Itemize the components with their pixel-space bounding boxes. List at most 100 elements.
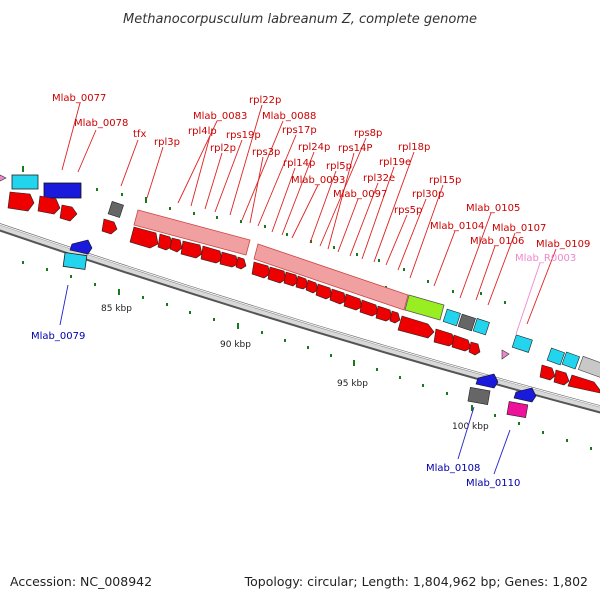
gene-label: rpl15p (429, 175, 461, 186)
gene-label: rps19p (226, 130, 261, 141)
gene-label: Mlab_0088 (262, 111, 316, 122)
forward-cds (343, 293, 363, 311)
gene-label: Mlab_0105 (466, 203, 520, 214)
reverse-features (62, 239, 537, 418)
forward-cds (219, 251, 239, 268)
highlight-block (404, 294, 445, 321)
gene-label: Mlab_0109 (536, 239, 590, 250)
gene-label: rpl30p (412, 189, 444, 200)
gene-label: rpl22p (249, 95, 281, 106)
pseudo-feature (467, 387, 491, 405)
top-labels: Mlab_0077 Mlab_0078 tfx rpl3p Mlab_0083 … (52, 93, 590, 264)
gene-label: rpl2p (210, 143, 236, 154)
gene-label: Mlab_0093 (291, 175, 345, 186)
gene-label: rps5p (394, 205, 422, 216)
forward-cds (200, 245, 223, 264)
accession-text: Accession: NC_008942 (10, 574, 153, 589)
forward-cds (305, 279, 319, 294)
forward-cds (375, 305, 393, 322)
map-title: Methanocorpusculum labreanum Z, complete… (123, 12, 477, 27)
gene-label: rpl18p (398, 142, 430, 153)
gene-label: rpl19e (379, 157, 411, 168)
gene-label: rps3p (252, 147, 280, 158)
reverse-cds (513, 387, 537, 403)
trna-feature (501, 349, 510, 360)
gene-label: rps14P (338, 143, 372, 154)
gene-label: Mlab_0078 (74, 118, 128, 129)
forward-cds (567, 374, 600, 394)
forward-cds (468, 341, 481, 356)
scale-label: 100 kbp (452, 422, 489, 432)
gene-label: tfx (133, 129, 146, 140)
pseudo-feature (577, 355, 600, 379)
forward-cds (101, 218, 118, 235)
reverse-cds (475, 373, 499, 389)
forward-cds (267, 266, 287, 284)
gene-label: Mlab_0083 (193, 111, 247, 122)
trna-feature (442, 308, 461, 327)
pseudo-feature (457, 313, 476, 332)
forward-cds (295, 275, 309, 290)
forward-cds (157, 233, 174, 251)
gene-label: rpl24p (298, 142, 330, 153)
scale-ticks (22, 261, 592, 450)
gene-label: Mlab_0108 (426, 463, 480, 474)
gene-label: rpl5p (326, 161, 352, 172)
gene-label: rpl14p (283, 158, 315, 169)
scale-label: 95 kbp (337, 379, 368, 389)
trna-feature (546, 347, 566, 366)
forward-cds (397, 315, 435, 339)
gene-label: Mlab_R0003 (515, 253, 576, 264)
forward-cds (129, 226, 159, 249)
trna-feature (62, 252, 88, 270)
forward-cds (37, 195, 61, 215)
trna-feature (0, 174, 7, 182)
gene-label: rpl4lp (188, 126, 217, 137)
forward-cds (433, 328, 456, 347)
forward-cds (180, 240, 203, 259)
forward-cds (359, 299, 379, 317)
gene-label: rpl3p (154, 137, 180, 148)
forward-cds (451, 334, 472, 352)
forward-cds (251, 261, 271, 279)
pseudo-feature (107, 201, 124, 218)
scale-label: 90 kbp (220, 340, 251, 350)
forward-cds (315, 283, 333, 300)
trna-feature (11, 174, 39, 190)
forward-cds (553, 369, 570, 386)
gene-label: Mlab_0079 (31, 331, 85, 342)
rrna-block (253, 243, 409, 311)
gene-label: Mlab_0104 (430, 221, 484, 232)
misc-feature (506, 401, 529, 418)
gene-label: Mlab_0107 (492, 223, 546, 234)
gene-label: Mlab_0106 (470, 236, 524, 247)
forward-cds (59, 204, 78, 222)
trna-feature (472, 318, 490, 336)
trna-feature (511, 334, 533, 353)
trna-feature (561, 351, 581, 370)
bottom-labels: Mlab_0079 Mlab_0108 Mlab_0110 (31, 331, 520, 489)
forward-cds (329, 288, 347, 305)
forward-cds (169, 237, 183, 253)
forward-features (0, 174, 600, 394)
scale-label: 85 kbp (101, 304, 132, 314)
forward-cds (283, 271, 299, 287)
scale-labels: 85 kbp 90 kbp 95 kbp 100 kbp (101, 304, 489, 432)
forward-cds (389, 310, 401, 324)
reverse-cds (43, 182, 82, 199)
gene-label: Mlab_0077 (52, 93, 106, 104)
forward-cds (235, 256, 247, 270)
gene-label: Mlab_0110 (466, 478, 520, 489)
forward-cds (539, 364, 556, 381)
rrna-block (133, 209, 251, 256)
gene-label: Mlab_0097 (333, 189, 387, 200)
forward-cds (7, 191, 35, 212)
bottom-label-leaders (59, 284, 511, 475)
reverse-cds (69, 239, 93, 255)
gene-label: rps17p (282, 125, 317, 136)
genome-stats-text: Topology: circular; Length: 1,804,962 bp… (244, 574, 588, 589)
rna-leader (515, 262, 541, 335)
gene-label: rpl32e (363, 173, 395, 184)
top-label-leaders (61, 102, 557, 325)
